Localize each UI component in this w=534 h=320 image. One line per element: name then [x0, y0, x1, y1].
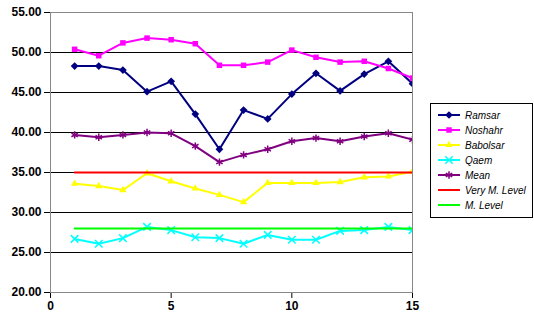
svg-text:25.00: 25.00 — [11, 245, 41, 259]
svg-text:35.00: 35.00 — [11, 165, 41, 179]
svg-text:15: 15 — [406, 299, 420, 313]
svg-text:10: 10 — [285, 299, 299, 313]
svg-text:0: 0 — [47, 299, 54, 313]
html-text:Ramsar: Ramsar — [465, 109, 500, 121]
html-text:Qaem: Qaem — [465, 154, 493, 166]
svg-text:55.00: 55.00 — [11, 5, 41, 19]
svg-text:20.00: 20.00 — [11, 285, 41, 299]
svg-text:50.00: 50.00 — [11, 45, 41, 59]
html-text:Very M. Level: Very M. Level — [465, 184, 526, 196]
svg-text:40.00: 40.00 — [11, 125, 41, 139]
html-text:Babolsar: Babolsar — [465, 139, 505, 151]
svg-text:30.00: 30.00 — [11, 205, 41, 219]
html-text:M. Level: M. Level — [465, 199, 503, 211]
svg-text:45.00: 45.00 — [11, 85, 41, 99]
html-text:Mean: Mean — [465, 169, 490, 181]
svg-text:5: 5 — [168, 299, 175, 313]
html-text:Noshahr: Noshahr — [465, 124, 503, 136]
